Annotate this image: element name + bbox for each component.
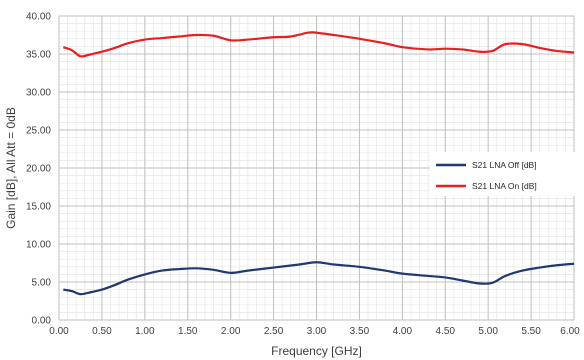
x-tick-label: 2.50 — [264, 326, 284, 337]
legend: S21 LNA Off [dB] S21 LNA On [dB] — [430, 152, 575, 196]
y-axis-title: Gain [dB], All Att = 0dB — [4, 107, 18, 229]
x-tick-label: 4.50 — [436, 326, 456, 337]
x-tick-label: 0.00 — [49, 326, 69, 337]
y-tick-label: 20.00 — [26, 164, 51, 175]
y-tick-label: 40.00 — [26, 12, 51, 23]
x-tick-label: 5.00 — [478, 326, 498, 337]
x-axis-title: Frequency [GHz] — [271, 344, 362, 358]
y-tick-label: 0.00 — [32, 316, 52, 327]
x-tick-label: 0.50 — [92, 326, 112, 337]
legend-label-lna-off: S21 LNA Off [dB] — [472, 160, 537, 170]
x-tick-label: 3.00 — [307, 326, 327, 337]
y-tick-label: 35.00 — [26, 50, 51, 61]
x-tick-label: 4.00 — [393, 326, 413, 337]
x-axis-tick-labels: 0.00 0.50 1.00 1.50 2.00 2.50 3.00 3.50 4.00 4.50… — [49, 326, 580, 337]
x-tick-label: 2.00 — [221, 326, 241, 337]
x-tick-label: 5.50 — [521, 326, 541, 337]
legend-background — [430, 152, 575, 196]
series-line-lna-on — [62, 31, 575, 58]
x-tick-label: 1.00 — [135, 326, 155, 337]
y-axis-tick-labels: 0.00 5.00 10.00 15.00 20.00 25.00 30.00 35.00 40… — [26, 12, 51, 327]
x-tick-label: 3.50 — [350, 326, 370, 337]
legend-label-lna-on: S21 LNA On [dB] — [472, 181, 537, 191]
y-tick-label: 15.00 — [26, 202, 51, 213]
y-tick-label: 30.00 — [26, 88, 51, 99]
series-layer — [62, 31, 575, 296]
y-tick-label: 10.00 — [26, 240, 51, 251]
x-tick-label: 6.00 — [560, 326, 580, 337]
x-tick-label: 1.50 — [178, 326, 198, 337]
series-line-lna-off — [63, 261, 575, 296]
y-tick-label: 5.00 — [32, 278, 52, 289]
y-tick-label: 25.00 — [26, 126, 51, 137]
